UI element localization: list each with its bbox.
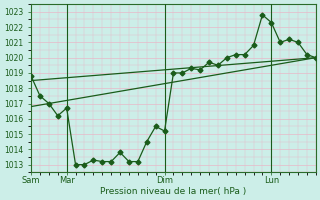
X-axis label: Pression niveau de la mer( hPa ): Pression niveau de la mer( hPa ) <box>100 187 247 196</box>
